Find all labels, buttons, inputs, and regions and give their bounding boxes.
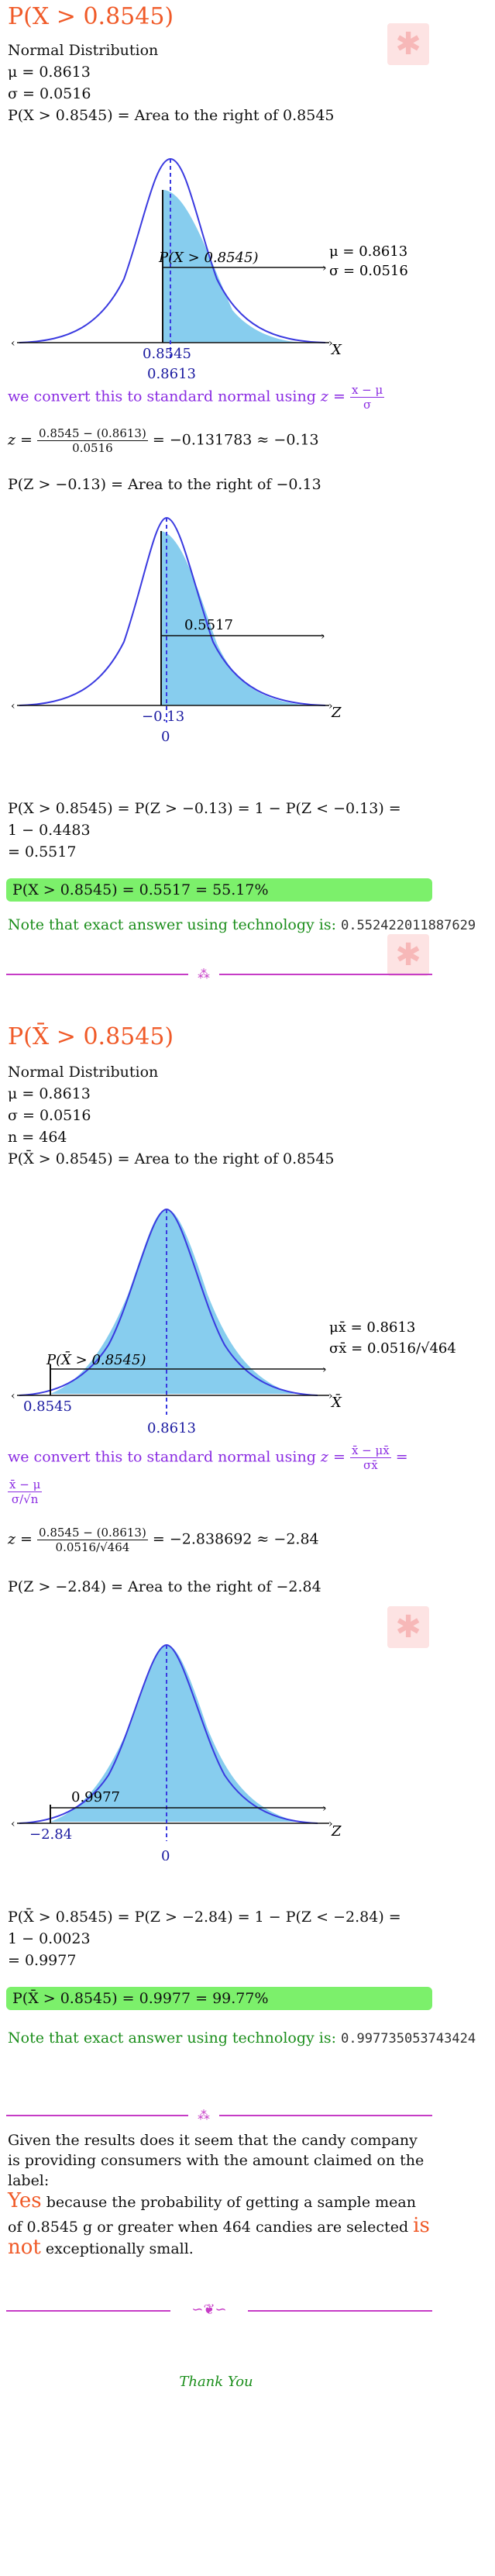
section2-convert-line2: x̄ − μ σ/√n — [8, 1478, 43, 1506]
section2-convert-line: we convert this to standard normal using… — [8, 1443, 408, 1472]
conclusion-line3: label: — [8, 2172, 50, 2189]
section2-calc-line3: = 0.9977 — [8, 1952, 77, 1969]
shaded-area — [50, 1645, 298, 1822]
tick-label-b: 0.8613 — [147, 366, 196, 380]
section2-mu: μ = 0.8613 — [8, 1085, 91, 1102]
section1-z-area: P(Z > −0.13) = Area to the right of −0.1… — [8, 476, 321, 493]
section2-calc-line2: 1 − 0.0023 — [8, 1930, 91, 1947]
section2-sampling-distribution-graph: ‹ › › P(X̄ > 0.8545) μx̄ = 0.8613 σx̄ = … — [11, 1208, 456, 1434]
section1-technology-note: Note that exact answer using technology … — [8, 916, 476, 933]
tick-label-b: 0.8613 — [147, 1420, 196, 1434]
shaded-area — [161, 531, 310, 705]
tick-label-b: 0 — [161, 729, 170, 745]
graph-axis-label: X — [330, 342, 342, 358]
tick-label-b: 0 — [161, 1848, 170, 1860]
section1-distribution: Normal Distribution — [8, 42, 159, 59]
divider-ornament-icon: ⁂ — [188, 967, 219, 982]
section2-calc-line1: P(X̄ > 0.8545) = P(Z > −2.84) = 1 − P(Z … — [8, 1909, 401, 1926]
section2-area-statement: P(X̄ > 0.8545) = Area to the right of 0.… — [8, 1150, 335, 1167]
graph-mu-label: μ = 0.8613 — [329, 243, 407, 260]
divider — [6, 974, 432, 975]
divider-ornament-icon: ⁂ — [188, 2108, 219, 2123]
graph-prob-label: 0.9977 — [71, 1789, 120, 1805]
svg-text:›: › — [328, 1390, 333, 1402]
section2-n: n = 464 — [8, 1129, 67, 1146]
graph-axis-label: Z — [331, 705, 342, 721]
section2-technology-note: Note that exact answer using technology … — [8, 2029, 476, 2047]
shaded-area — [163, 190, 302, 343]
graph-prob-label: P(X̄ > 0.8545) — [46, 1350, 146, 1368]
section1-mu: μ = 0.8613 — [8, 64, 91, 81]
section2-sigma: σ = 0.0516 — [8, 1107, 91, 1124]
watermark-icon: ✱ — [387, 934, 429, 976]
section1-sigma: σ = 0.0516 — [8, 85, 91, 102]
tick-label-a: 0.8545 — [143, 346, 191, 362]
svg-text:›: › — [328, 337, 333, 350]
section1-standard-normal-graph: ‹ › › 0.5517 Z −0.13 0 — [11, 516, 342, 745]
svg-text:›: › — [321, 630, 325, 643]
svg-text:‹: ‹ — [11, 700, 15, 712]
svg-text:‹: ‹ — [11, 1390, 15, 1402]
svg-text:‹: ‹ — [11, 337, 15, 350]
graph-prob-label: 0.5517 — [184, 617, 233, 633]
section1-convert-line: we convert this to standard normal using… — [8, 383, 385, 412]
conclusion-line2: is providing consumers with the amount c… — [8, 2152, 425, 2169]
svg-text:›: › — [322, 1364, 327, 1376]
section1-z-calc: z = 0.8545 − (0.8613) 0.0516 = −0.131783 … — [8, 426, 319, 455]
svg-text:‹: ‹ — [11, 1818, 15, 1830]
svg-text:›: › — [322, 1802, 327, 1815]
graph-sigma-label: σx̄ = 0.0516/√464 — [329, 1340, 456, 1357]
thank-you: Thank You — [179, 2374, 253, 2390]
section1-result-box: P(X > 0.8545) = 0.5517 = 55.17% — [6, 878, 432, 902]
watermark-icon: ✱ — [387, 23, 429, 65]
final-ornament-icon: ∽❦∽ — [170, 2302, 248, 2318]
section2-distribution: Normal Distribution — [8, 1064, 159, 1081]
section2-title: P(X̄ > 0.8545) — [8, 1023, 174, 1050]
graph-axis-label: Z — [331, 1823, 342, 1840]
divider — [6, 2115, 432, 2116]
graph-mu-label: μx̄ = 0.8613 — [329, 1319, 415, 1336]
shaded-area — [50, 1209, 294, 1394]
conclusion-line1: Given the results does it seem that the … — [8, 2132, 418, 2149]
section2-z-calc: z = 0.8545 − (0.8613) 0.0516/√464 = −2.83… — [8, 1526, 319, 1554]
section1-area-statement: P(X > 0.8545) = Area to the right of 0.8… — [8, 107, 335, 124]
conclusion-line5: of 0.8545 g or greater when 464 candies … — [8, 2214, 430, 2237]
section2-result-box: P(X̄ > 0.8545) = 0.9977 = 99.77% — [6, 1987, 432, 2010]
section2-standard-normal-graph: ‹ › › 0.9977 Z −2.84 0 — [11, 1643, 342, 1860]
section1-calc-line2: 1 − 0.4483 — [8, 822, 91, 839]
section1-normal-curve-graph: ‹ › › P(X > 0.8545) μ = 0.8613 σ = 0.051… — [11, 157, 408, 380]
watermark-icon: ✱ — [387, 1606, 429, 1648]
section2-z-area: P(Z > −2.84) = Area to the right of −2.8… — [8, 1578, 321, 1595]
section1-calc-line3: = 0.5517 — [8, 843, 77, 860]
section1-title: P(X > 0.8545) — [8, 3, 174, 30]
graph-sigma-label: σ = 0.0516 — [329, 263, 408, 279]
svg-text:›: › — [328, 1818, 333, 1830]
conclusion-line4: Yes because the probability of getting a… — [8, 2189, 416, 2212]
tick-label-a: −0.13 — [142, 709, 184, 725]
tick-label-a: −2.84 — [29, 1826, 72, 1843]
section1-calc-line1: P(X > 0.8545) = P(Z > −0.13) = 1 − P(Z <… — [8, 800, 401, 817]
svg-text:›: › — [322, 262, 327, 274]
graph-axis-label: X̄ — [330, 1393, 342, 1411]
graph-prob-label: P(X > 0.8545) — [158, 250, 258, 266]
answer-yes: Yes — [8, 2189, 42, 2212]
conclusion-line6: not exceptionally small. — [8, 2236, 194, 2259]
svg-text:›: › — [328, 700, 333, 712]
tick-label-a: 0.8545 — [23, 1398, 72, 1415]
